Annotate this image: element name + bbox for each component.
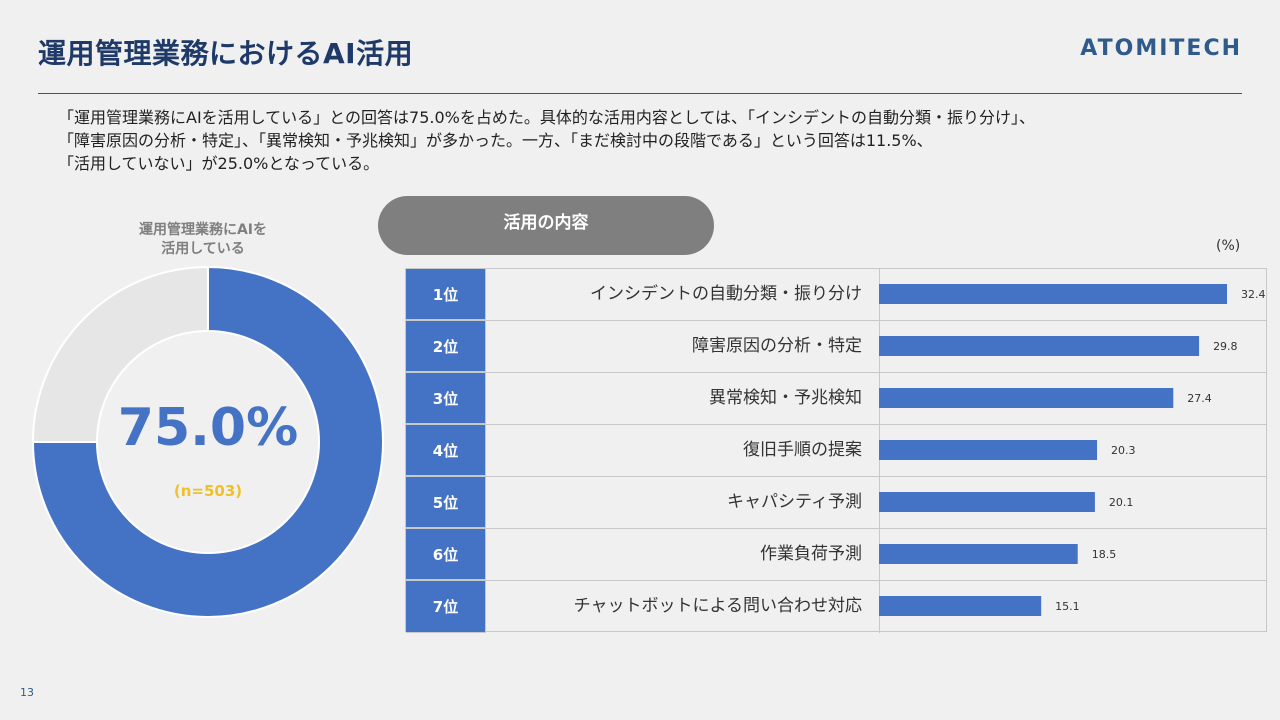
- category-label: インシデントの自動分類・振り分け: [590, 284, 862, 304]
- rank-label: 2位: [406, 321, 485, 372]
- rank-label: 4位: [406, 425, 485, 476]
- bar: [879, 284, 1227, 304]
- rank-label: 1位: [406, 269, 485, 320]
- page-number: 13: [20, 686, 34, 699]
- donut-sample-size: (n=503): [173, 482, 243, 500]
- bar: [879, 492, 1095, 512]
- table-row: 5位 キャパシティ予測: [406, 477, 1266, 529]
- bar-value-label: 29.8: [1213, 340, 1238, 353]
- description-line-2: 「障害原因の分析・特定」、「異常検知・予兆検知」が多かった。一方、「まだ検討中の…: [58, 131, 933, 150]
- bar-value-label: 15.1: [1055, 600, 1080, 613]
- bar: [879, 388, 1174, 408]
- unit-label: (%): [1216, 238, 1241, 254]
- table-row: 3位 異常検知・予兆検知: [406, 373, 1266, 425]
- table-row: 4位 復旧手順の提案: [406, 425, 1266, 477]
- category-label: 異常検知・予兆検知: [709, 388, 862, 408]
- table-row: 6位 作業負荷予測: [406, 529, 1266, 581]
- description-line-1: 「運用管理業務にAIを活用している」との回答は75.0%を占めた。具体的な活用内…: [58, 108, 1036, 127]
- donut-caption-line-2: 活用している: [161, 241, 245, 257]
- table-row: 1位 インシデントの自動分類・振り分け: [406, 269, 1266, 321]
- donut-value-label: 75.0%: [117, 398, 299, 458]
- description-line-3: 「活用していない」が25.0%となっている。: [58, 154, 380, 173]
- title-divider: [38, 93, 1242, 94]
- donut-caption: 運用管理業務にAIを 活用している: [108, 221, 298, 259]
- rank-label: 3位: [406, 373, 485, 424]
- rank-label: 5位: [406, 477, 485, 528]
- bar-value-label: 27.4: [1187, 392, 1212, 405]
- category-label: 復旧手順の提案: [743, 440, 862, 460]
- bar: [879, 544, 1078, 564]
- category-label: 障害原因の分析・特定: [692, 336, 862, 356]
- page-title: 運用管理業務におけるAI活用: [38, 37, 414, 70]
- table-row: 7位 チャットボットによる問い合わせ対応: [406, 581, 1266, 633]
- description: 「運用管理業務にAIを活用している」との回答は75.0%を占めた。具体的な活用内…: [58, 106, 1238, 175]
- table-row: 2位 障害原因の分析・特定: [406, 321, 1266, 373]
- donut-caption-line-1: 運用管理業務にAIを: [138, 222, 268, 238]
- bar: [879, 596, 1042, 616]
- rank-label: 6位: [406, 529, 485, 580]
- table-divider-rank: [485, 269, 486, 633]
- ranking-table: 1位 インシデントの自動分類・振り分け 2位 障害原因の分析・特定 3位 異常検知・予兆検…: [405, 268, 1267, 633]
- bar-value-label: 18.5: [1092, 548, 1117, 561]
- category-label: キャパシティ予測: [727, 492, 862, 512]
- bar: [879, 336, 1200, 356]
- donut-slice-1: [32, 266, 209, 443]
- bar: [879, 440, 1098, 460]
- donut-svg: [32, 266, 384, 618]
- bar-value-label: 32.4: [1241, 288, 1266, 301]
- bar-value-label: 20.3: [1111, 444, 1136, 457]
- donut-chart: 75.0% (n=503): [32, 266, 384, 618]
- bar-chart-heading: 活用の内容: [378, 196, 714, 255]
- bar-value-label: 20.1: [1109, 496, 1134, 509]
- bar-chart-svg: 32.4 29.8 27.4 20.3 20.1 18.5 15.1: [879, 284, 1266, 616]
- category-label: チャットボットによる問い合わせ対応: [573, 596, 862, 616]
- company-logo: ATOMITECH: [1080, 36, 1242, 61]
- rank-label: 7位: [406, 581, 485, 633]
- category-label: 作業負荷予測: [760, 544, 862, 564]
- donut-slice-0: [32, 266, 384, 618]
